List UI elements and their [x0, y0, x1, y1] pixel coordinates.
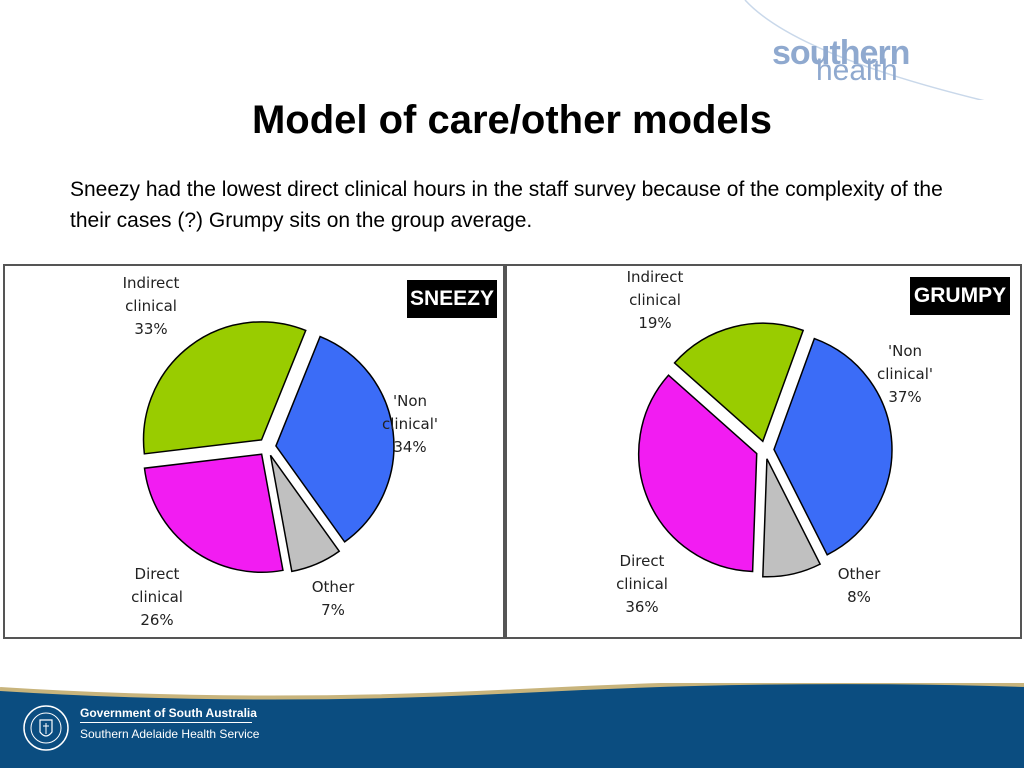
grumpy-label-indirect-value: 19% — [638, 314, 672, 332]
sneezy-label-indirect-value: 33% — [134, 320, 168, 338]
sneezy-label-direct-clinical: Direct clinical 26% — [102, 563, 212, 632]
grumpy-label-direct-value: 36% — [625, 598, 659, 616]
grumpy-chart-title: GRUMPY — [910, 277, 1010, 315]
footer-government-text: Government of South Australia — [80, 706, 257, 720]
grumpy-label-indirect-line1: Indirect — [626, 268, 684, 286]
sneezy-label-nonclinical-line1: 'Non — [392, 392, 428, 410]
sneezy-chart-panel: SNEEZY Indirect clinical 33% 'Non clinic… — [3, 264, 505, 639]
grumpy-label-nonclinical-line1: 'Non — [887, 342, 923, 360]
sneezy-label-other: Other 7% — [278, 576, 388, 622]
grumpy-label-other-line1: Other — [837, 565, 881, 583]
grumpy-label-direct-clinical: Direct clinical 36% — [587, 550, 697, 619]
grumpy-label-non-clinical: 'Non clinical' 37% — [850, 340, 960, 409]
logo-word-health: health — [816, 54, 898, 87]
grumpy-chart-panel: GRUMPY Indirect clinical 19% 'Non clinic… — [505, 264, 1022, 639]
grumpy-slice-other — [762, 458, 822, 578]
grumpy-label-nonclinical-line2: clinical' — [877, 365, 933, 383]
sneezy-label-indirect-line2: clinical — [125, 297, 177, 315]
sneezy-label-other-value: 7% — [321, 601, 345, 619]
sneezy-label-direct-value: 26% — [140, 611, 174, 629]
grumpy-slice-direct-clinical — [638, 374, 758, 573]
sneezy-chart-title: SNEEZY — [407, 280, 497, 318]
sneezy-slice-direct-clinical — [143, 453, 284, 573]
grumpy-slice-indirect-clinical — [673, 322, 805, 443]
footer-gold-stripe — [0, 683, 1024, 700]
sneezy-label-nonclinical-value: 34% — [393, 438, 427, 456]
grumpy-label-other: Other 8% — [804, 563, 914, 609]
footer-band — [0, 683, 1024, 768]
header-swoosh-decoration — [744, 0, 985, 100]
sneezy-pie-chart — [142, 321, 395, 573]
government-crest-icon — [23, 705, 69, 751]
sneezy-label-indirect-clinical: Indirect clinical 33% — [96, 272, 206, 341]
sneezy-label-nonclinical-line2: clinical' — [382, 415, 438, 433]
grumpy-label-indirect-line2: clinical — [629, 291, 681, 309]
sneezy-slice-non-clinical — [275, 335, 395, 543]
grumpy-label-indirect-clinical: Indirect clinical 19% — [600, 266, 710, 335]
sneezy-slice-other — [269, 454, 341, 573]
footer-health-service-text: Southern Adelaide Health Service — [80, 727, 260, 741]
grumpy-label-other-value: 8% — [847, 588, 871, 606]
sneezy-label-direct-line2: clinical — [131, 588, 183, 606]
slide-body-text: Sneezy had the lowest direct clinical ho… — [70, 178, 943, 232]
southern-health-logo: southern health — [772, 36, 982, 88]
slide-title: Model of care/other models — [251, 98, 773, 142]
sneezy-label-other-line1: Other — [311, 578, 355, 596]
sneezy-label-indirect-line1: Indirect — [122, 274, 180, 292]
grumpy-label-direct-line2: clinical — [616, 575, 668, 593]
logo-word-southern: southern — [772, 34, 910, 72]
sneezy-slice-indirect-clinical — [142, 321, 307, 455]
sneezy-label-non-clinical: 'Non clinical' 34% — [355, 390, 465, 459]
grumpy-label-direct-line1: Direct — [619, 552, 665, 570]
grumpy-label-nonclinical-value: 37% — [888, 388, 922, 406]
footer-divider — [80, 722, 252, 723]
grumpy-slice-non-clinical — [773, 337, 893, 556]
grumpy-pie-chart — [638, 322, 893, 578]
sneezy-label-direct-line1: Direct — [134, 565, 180, 583]
